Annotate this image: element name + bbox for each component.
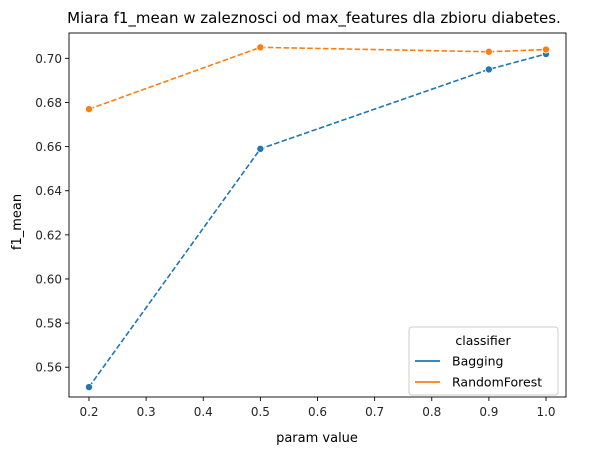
x-tick-label: 0.7: [365, 405, 384, 419]
data-point-bagging: [256, 144, 265, 153]
x-tick-label: 0.6: [308, 405, 327, 419]
y-axis-label: f1_mean: [10, 194, 25, 250]
y-axis-ticks: 0.56 0.58 0.60 0.62 0.64 0.66 0.68 0.70: [35, 52, 69, 375]
legend: classifier Bagging RandomForest: [408, 326, 559, 396]
x-axis-ticks: 0.2 0.3 0.4 0.5 0.6 0.7 0.8 0.9 1.0: [79, 397, 556, 419]
y-tick-label: 0.70: [35, 52, 62, 66]
legend-label-randomforest: RandomForest: [452, 375, 542, 390]
series-line-bagging: [88, 53, 547, 388]
data-point-bagging: [84, 383, 93, 392]
x-tick-label: 0.8: [422, 405, 441, 419]
data-point-randomforest: [542, 45, 551, 54]
y-tick-label: 0.66: [35, 140, 62, 154]
chart-title: Miara f1_mean w zaleznosci od max_featur…: [67, 9, 561, 28]
x-tick-label: 0.9: [479, 405, 498, 419]
x-tick-label: 0.5: [251, 405, 270, 419]
data-point-randomforest: [84, 105, 93, 114]
x-tick-label: 0.3: [137, 405, 156, 419]
y-tick-label: 0.64: [35, 184, 62, 198]
y-tick-label: 0.62: [35, 228, 62, 242]
legend-title: classifier: [455, 333, 511, 348]
series-line-randomforest: [88, 46, 547, 110]
legend-box: [408, 326, 559, 396]
y-tick-label: 0.58: [35, 317, 62, 331]
x-axis-label: param value: [276, 431, 358, 446]
x-tick-label: 1.0: [536, 405, 555, 419]
series-layer: [84, 43, 551, 392]
data-point-randomforest: [484, 47, 493, 56]
y-tick-label: 0.60: [35, 272, 62, 286]
data-point-bagging: [484, 65, 493, 74]
y-tick-label: 0.68: [35, 96, 62, 110]
data-point-randomforest: [256, 43, 265, 52]
y-tick-label: 0.56: [35, 361, 62, 375]
x-tick-label: 0.4: [194, 405, 213, 419]
x-tick-label: 0.2: [79, 405, 98, 419]
legend-label-bagging: Bagging: [452, 354, 503, 369]
